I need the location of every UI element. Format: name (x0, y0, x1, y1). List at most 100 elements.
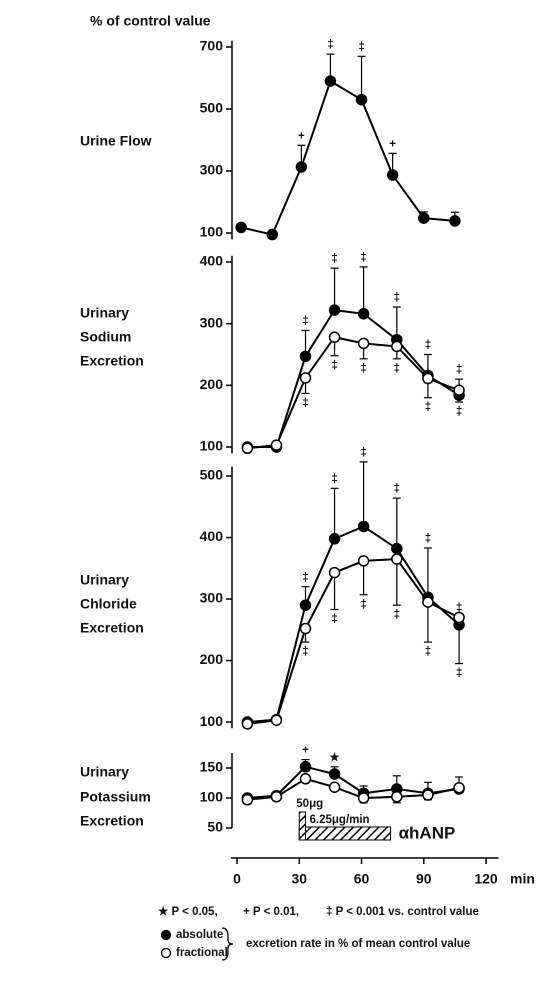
series-line (247, 558, 460, 725)
data-point (328, 768, 341, 780)
significance: ‡ (456, 406, 462, 418)
y-tick-label: 100 (200, 713, 224, 729)
significance: ‡ (360, 447, 366, 459)
data-point (453, 611, 465, 624)
significance: ‡ (425, 646, 431, 658)
legend-marker (160, 929, 172, 941)
data-point (386, 169, 399, 181)
series-line (247, 525, 460, 724)
significance: ‡ (331, 360, 337, 372)
footnote: + P < 0.01, (243, 906, 299, 918)
data-point (422, 372, 434, 385)
data-point (357, 337, 370, 350)
y-label: Excretion (80, 620, 144, 636)
drug-label: αhANP (399, 823, 456, 842)
y-tick-label: 500 (200, 467, 224, 483)
y-tick-label: 150 (200, 759, 224, 775)
significance: ‡ (360, 363, 366, 375)
y-tick-label: 100 (200, 789, 224, 805)
legend-label: fractional (176, 947, 228, 959)
significance: ‡ (331, 253, 337, 265)
data-point (299, 761, 312, 773)
x-tick-label: 0 (233, 871, 241, 887)
x-tick-label: 120 (474, 871, 498, 887)
data-point (453, 384, 465, 397)
significance: ‡ (456, 603, 462, 615)
infusion-label: 6.25μg/min (310, 814, 370, 826)
significance: + (302, 745, 309, 757)
y-tick-label: 300 (200, 162, 224, 178)
data-point (241, 794, 254, 806)
data-point (241, 442, 254, 455)
data-point (266, 228, 279, 241)
data-point (391, 791, 403, 803)
data-point (355, 93, 368, 106)
x-tick-label: 60 (354, 871, 370, 887)
y-label: Sodium (80, 329, 131, 345)
infusion-bar (298, 826, 392, 841)
bolus-label: 50μg (296, 798, 323, 810)
y-tick-label: 100 (200, 438, 224, 454)
y-tick-label: 400 (200, 528, 224, 544)
data-point (295, 161, 308, 173)
data-point (422, 596, 434, 608)
significance: ‡ (331, 473, 337, 485)
y-label: Urine Flow (80, 133, 152, 149)
series-line (240, 79, 456, 236)
data-point (449, 215, 461, 227)
footnote: ★ P < 0.05, (158, 905, 218, 918)
data-point (328, 533, 341, 545)
data-point (357, 792, 370, 804)
y-tick-label: 200 (200, 651, 224, 667)
legend-note: excretion rate in % of mean control valu… (246, 938, 470, 950)
significance: ‡ (327, 39, 333, 51)
data-point (357, 520, 370, 533)
data-point (299, 350, 312, 363)
legend-marker (160, 947, 172, 959)
y-tick-label: 100 (200, 224, 224, 240)
y-tick-label: 500 (200, 100, 224, 116)
data-point (328, 304, 341, 316)
data-point (270, 439, 283, 451)
data-point (357, 555, 370, 567)
data-point (418, 212, 430, 224)
significance: ‡ (331, 614, 337, 626)
data-point (299, 622, 312, 635)
data-point (391, 340, 403, 353)
data-point (270, 791, 283, 803)
y-label: Potassium (80, 789, 151, 805)
significance: ★ (329, 751, 340, 764)
significance: + (298, 130, 305, 142)
significance: ‡ (394, 292, 400, 304)
series-line (247, 336, 460, 450)
data-point (391, 553, 403, 565)
legend-label: absolute (176, 929, 223, 941)
significance: ‡ (394, 363, 400, 375)
significance: ‡ (425, 533, 431, 545)
y-label: Chloride (80, 596, 137, 612)
significance: ‡ (358, 41, 364, 53)
x-tick-label: 90 (416, 871, 432, 887)
data-point (328, 331, 341, 343)
significance: + (389, 138, 396, 150)
data-point (422, 789, 434, 801)
bolus-bar (298, 811, 307, 841)
y-label: Urinary (80, 572, 129, 588)
data-point (357, 308, 370, 320)
y-tick-label: 300 (200, 314, 224, 330)
significance: ‡ (302, 315, 308, 327)
data-point (391, 542, 403, 555)
significance: ‡ (360, 599, 366, 611)
y-label: Urinary (80, 764, 129, 780)
data-point (328, 566, 341, 579)
significance: ‡ (425, 402, 431, 414)
data-point (235, 221, 247, 234)
data-point (299, 372, 312, 384)
significance: ‡ (302, 572, 308, 584)
significance: ‡ (302, 646, 308, 658)
data-point (299, 773, 312, 785)
data-point (324, 75, 337, 87)
y-tick-label: 300 (200, 590, 224, 606)
y-tick-label: 200 (200, 376, 224, 392)
